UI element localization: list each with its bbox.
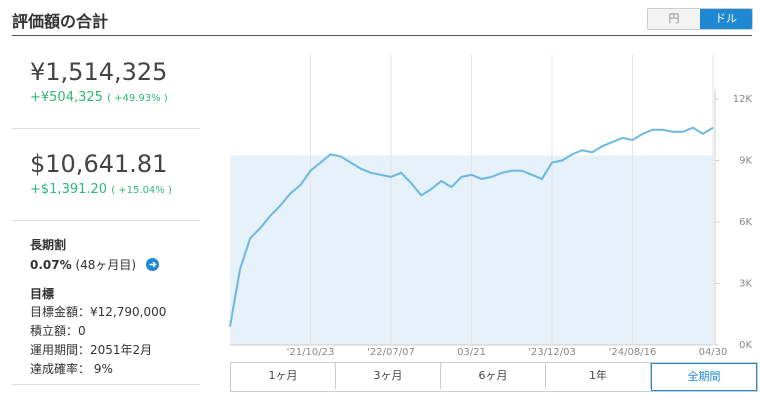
- separator: [12, 384, 200, 385]
- goal-item: 目標金額：¥12,790,000: [30, 305, 167, 319]
- y-tick-label: 6K: [739, 217, 752, 228]
- currency-toggle: 円ドル: [647, 8, 753, 30]
- goal-item: 積立額：0: [30, 324, 86, 338]
- gain-pct: ( +49.93% ): [107, 93, 168, 104]
- discount-line: 0.07% (48ヶ月目): [30, 256, 159, 273]
- x-tick-label: 03/21: [457, 347, 486, 358]
- y-tick-label: 9K: [739, 156, 752, 167]
- chart: 0K 3K 6K 9K 12K '21/10/23 '22/07/07 03/21 '23/12…: [229, 55, 753, 358]
- jpy-total: ¥1,514,325: [30, 58, 168, 86]
- range-button[interactable]: 6ヶ月: [441, 363, 546, 389]
- info-icon[interactable]: [145, 258, 159, 271]
- jpy-gain: +¥504,325 ( +49.93% ): [30, 90, 168, 105]
- x-tick-label: 04/30: [699, 347, 728, 358]
- discount-title: 長期割: [30, 238, 67, 252]
- gain: +$1,391.20: [30, 182, 108, 197]
- title: 評価額の合計: [12, 12, 109, 31]
- discount-months: (48ヶ月目): [75, 258, 137, 272]
- y-tick-label: 3K: [739, 279, 752, 290]
- range-button[interactable]: 1年: [546, 363, 651, 389]
- goal-title: 目標: [30, 287, 55, 301]
- usd-total: $10,641.81: [30, 150, 168, 178]
- range-button[interactable]: 全期間: [651, 363, 757, 391]
- x-tick-label: '21/10/23: [287, 347, 335, 358]
- x-tick-label: '23/12/03: [528, 347, 576, 358]
- goal-item: 運用期間：2051年2月: [30, 343, 153, 357]
- y-tick-label: 0K: [739, 340, 752, 351]
- usd-gain: +$1,391.20 ( +15.04% ): [30, 182, 172, 197]
- value-line: [229, 126, 714, 327]
- goal-list: 目標金額：¥12,790,000 積立額：0 運用期間：2051年2月 達成確率： 9…: [30, 303, 166, 379]
- gain-pct: ( +15.04% ): [111, 185, 172, 196]
- divider: [12, 35, 752, 36]
- separator: [12, 128, 200, 129]
- currency-button[interactable]: 円: [648, 9, 700, 29]
- goal-item: 達成確率： 9%: [30, 362, 113, 376]
- currency-button[interactable]: ドル: [700, 9, 752, 29]
- range-button[interactable]: 3ヶ月: [336, 363, 441, 389]
- range-selector: 1ヶ月 3ヶ月 6ヶ月 1年 全期間: [230, 362, 758, 392]
- gain: +¥504,325: [30, 90, 103, 105]
- y-tick-label: 12K: [733, 94, 753, 105]
- discount-rate: 0.07%: [30, 258, 72, 272]
- x-tick-label: '24/08/16: [609, 347, 657, 358]
- separator: [12, 220, 200, 221]
- range-button[interactable]: 1ヶ月: [231, 363, 336, 389]
- x-tick-label: '22/07/07: [367, 347, 415, 358]
